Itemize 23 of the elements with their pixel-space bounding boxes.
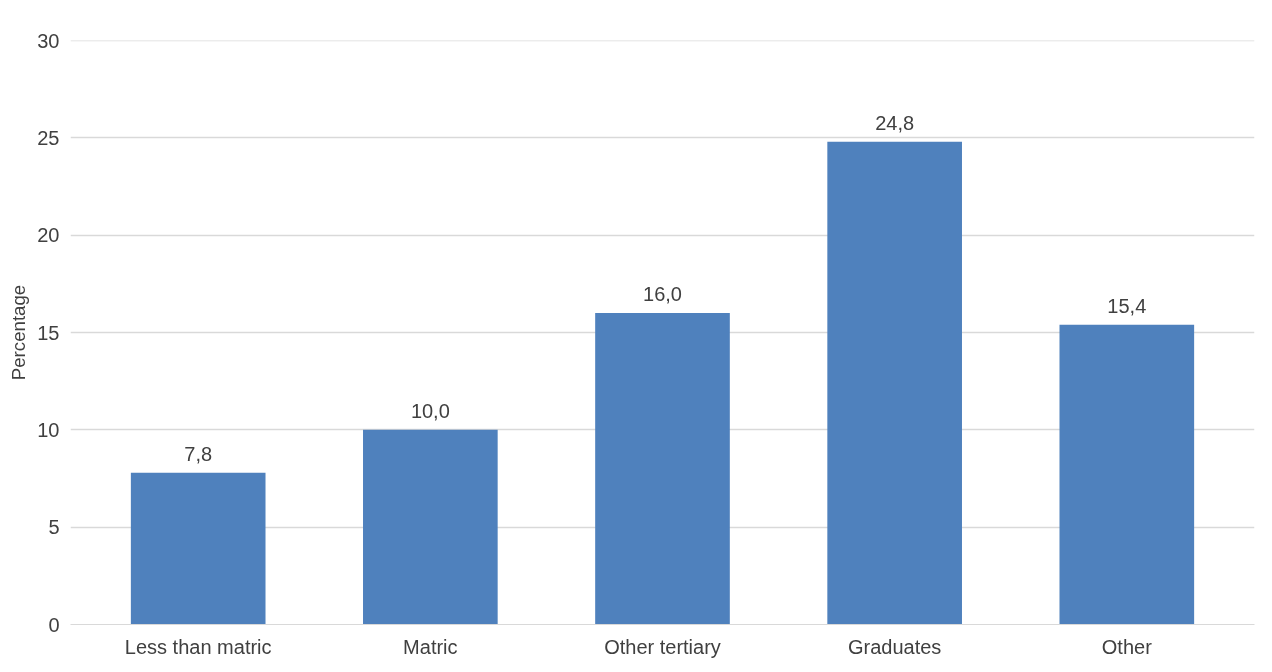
x-tick-label: Graduates [847,635,942,658]
bar [1059,324,1195,625]
data-label: 10,0 [410,399,450,422]
y-tick-label: 20 [37,224,60,247]
bar [363,429,498,625]
data-label: 7,8 [184,442,213,465]
data-label: 16,0 [643,283,682,306]
data-label: 15,4 [1107,294,1147,317]
bar [595,313,730,625]
y-tick-label: 10 [37,418,60,441]
x-tick-label: Less than matric [124,635,272,658]
y-tick-label: 0 [48,613,60,636]
y-tick-label: 15 [37,321,60,344]
y-tick-label: 30 [37,29,60,52]
x-tick-label: Other [1101,635,1153,658]
data-label: 24,8 [875,111,915,134]
y-tick-label: 25 [37,126,60,149]
x-tick-label: Other tertiary [604,635,721,658]
bar [130,472,266,625]
x-tick-label: Matric [403,635,458,658]
y-tick-label: 5 [48,516,60,539]
bar [827,141,962,625]
y-axis-title: Percentage [8,284,30,381]
